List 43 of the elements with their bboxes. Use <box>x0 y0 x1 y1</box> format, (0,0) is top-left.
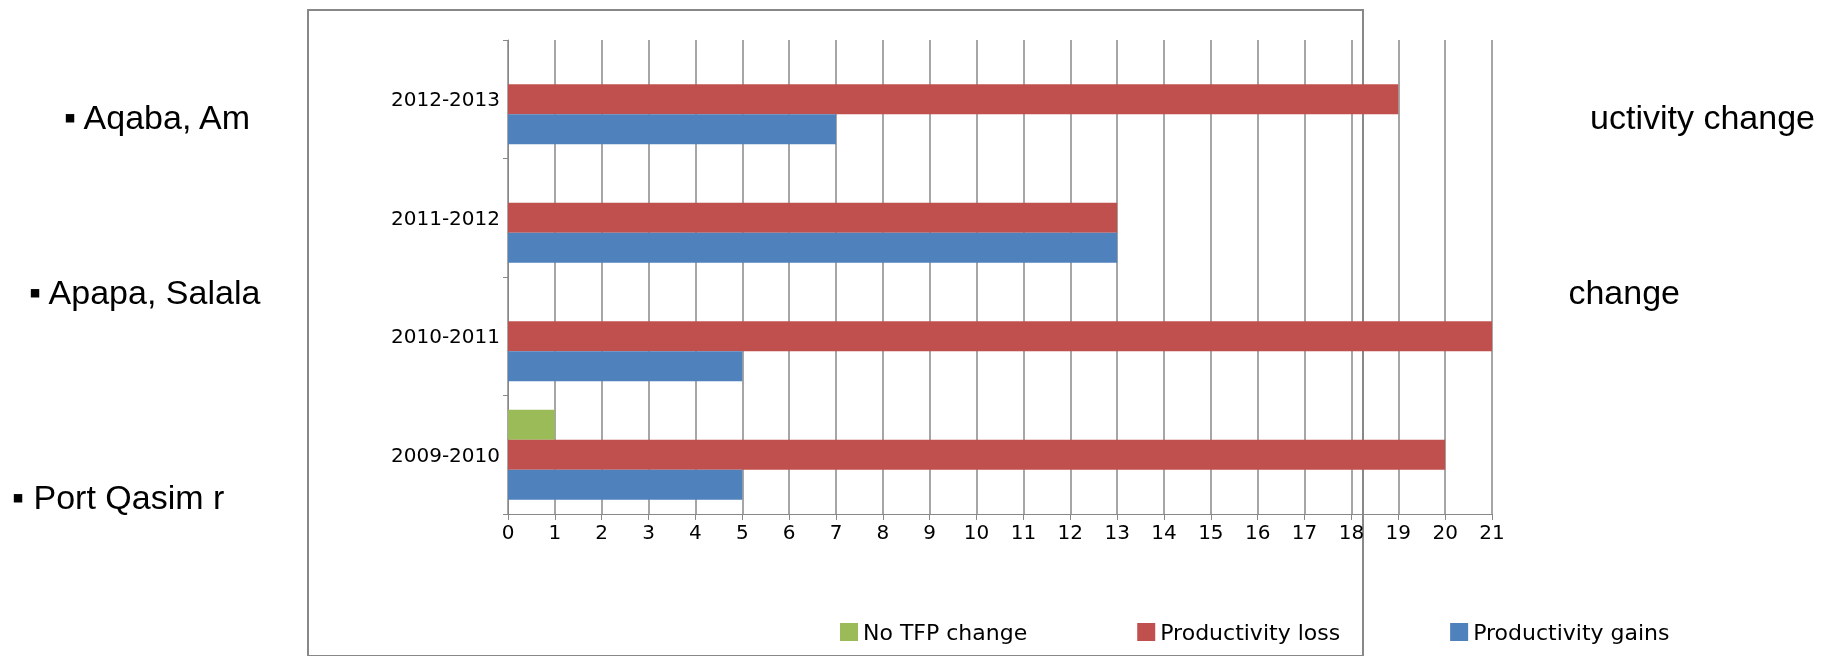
x-tick-label: 5 <box>735 520 749 544</box>
text: ▪ Port Qasim r <box>12 478 225 516</box>
x-tick-label: 4 <box>689 520 702 544</box>
y-tick-label: 2009-2010 <box>390 442 500 467</box>
bar <box>508 321 1492 352</box>
y-tick-label: 2012-2013 <box>390 87 500 112</box>
x-tick-label: 15 <box>1198 520 1224 544</box>
x-tick-label: 3 <box>642 520 655 544</box>
x-tick-label: 2 <box>595 520 609 544</box>
text: uctivity change <box>1590 98 1815 136</box>
x-tick-label: 6 <box>782 520 796 544</box>
x-tick-label: 21 <box>1479 520 1505 544</box>
bar <box>508 469 743 500</box>
x-tick-label: 8 <box>876 520 890 544</box>
x-tick-label: 10 <box>963 520 990 544</box>
text: ▪ Apapa, Salala <box>29 273 261 311</box>
bar <box>508 114 836 145</box>
x-tick-label: 0 <box>501 520 515 544</box>
x-tick-label: 11 <box>1010 520 1037 544</box>
y-tick-label: 2011-2012 <box>390 205 500 230</box>
text: change <box>1568 273 1680 311</box>
legend-label: Productivity loss <box>1160 619 1341 645</box>
text: ▪ Aqaba, Am <box>64 98 250 136</box>
x-tick-label: 7 <box>829 520 843 544</box>
bar <box>508 84 1399 115</box>
x-tick-label: 16 <box>1244 520 1271 544</box>
x-tick-label: 14 <box>1151 520 1177 544</box>
bar <box>508 439 1446 470</box>
x-tick-label: 1 <box>548 520 562 544</box>
x-tick-label: 12 <box>1057 520 1084 544</box>
x-tick-label: 20 <box>1432 520 1458 544</box>
bar <box>508 232 1118 263</box>
legend-label: No TFP change <box>863 619 1028 645</box>
bar <box>508 351 743 382</box>
bar <box>508 409 555 440</box>
legend-label: Productivity gains <box>1473 619 1670 645</box>
bar <box>508 202 1118 233</box>
y-tick-label: 2010-2011 <box>390 324 500 349</box>
x-tick-label: 18 <box>1338 520 1365 544</box>
x-tick-label: 19 <box>1385 520 1412 544</box>
x-tick-label: 13 <box>1104 520 1130 544</box>
x-tick-label: 17 <box>1291 520 1318 544</box>
x-tick-label: 9 <box>923 520 937 544</box>
